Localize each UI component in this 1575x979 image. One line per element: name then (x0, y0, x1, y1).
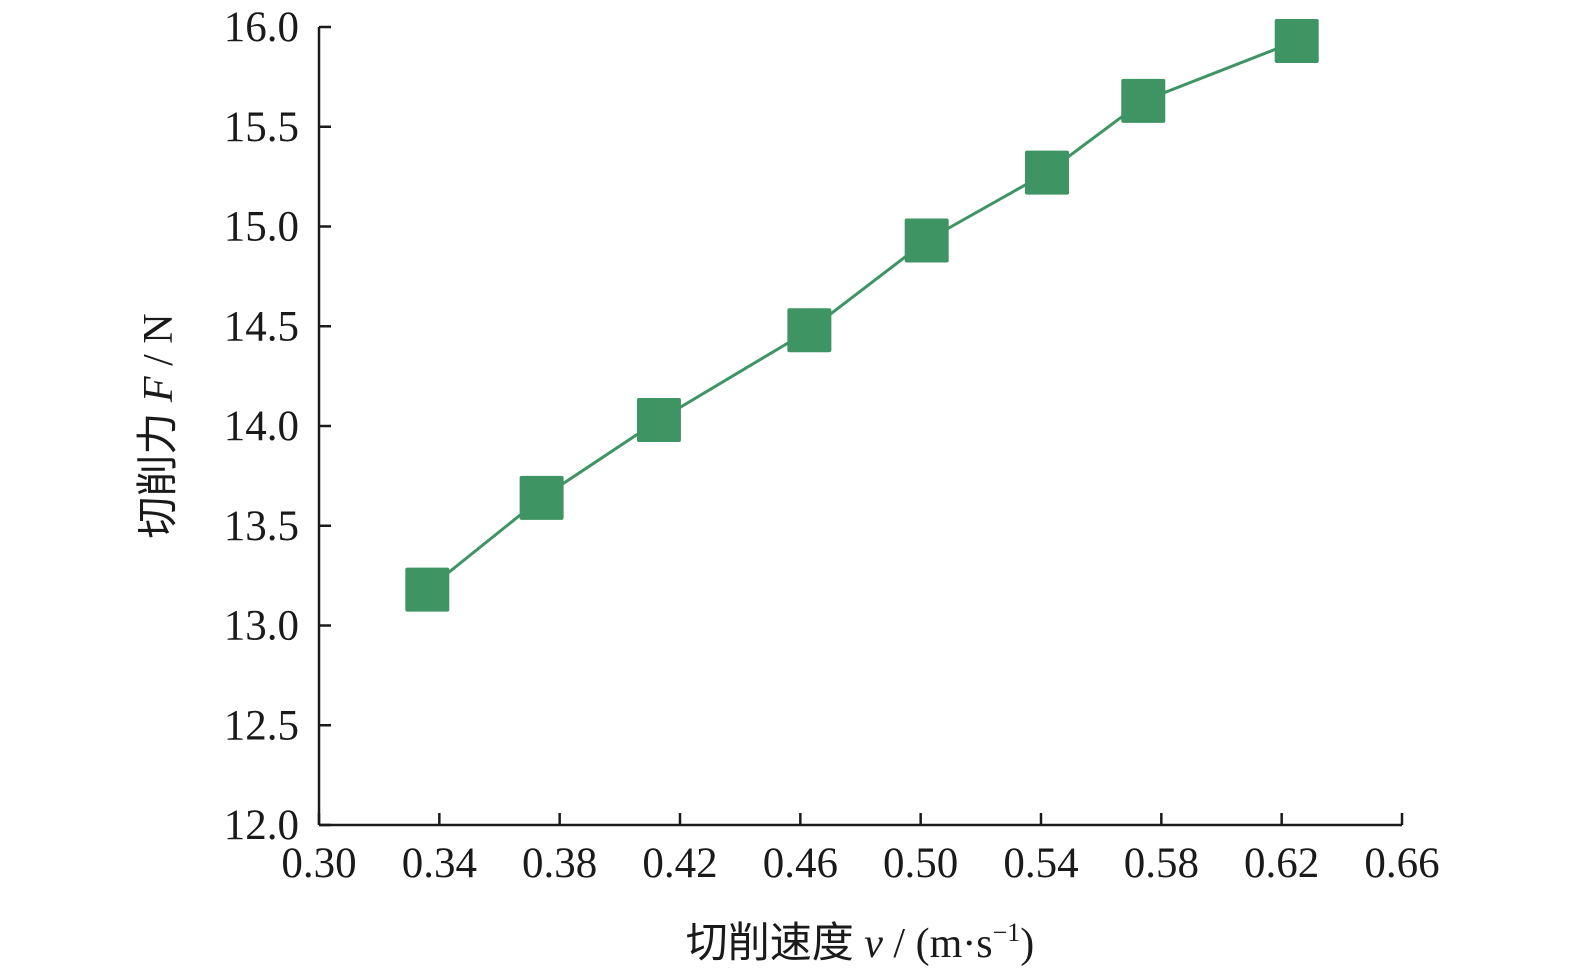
data-point-marker (904, 218, 949, 263)
series-layer (405, 18, 1319, 612)
x-axis-title-superscript: −1 (993, 918, 1021, 947)
data-point-marker (405, 567, 450, 612)
data-point-marker (636, 398, 681, 443)
y-axis-title-prefix: 切削力 (136, 402, 182, 539)
y-tick-label: 12.0 (224, 802, 299, 849)
data-point-marker (1274, 18, 1319, 63)
x-axis-title-prefix: 切削速度 (686, 921, 865, 967)
x-tick-label: 0.50 (883, 840, 958, 887)
x-tick-label: 0.42 (642, 840, 717, 887)
y-axis-title: 切削力 F / N (136, 313, 182, 538)
x-tick-label: 0.38 (522, 840, 597, 887)
y-tick-label: 14.0 (224, 403, 299, 450)
y-axis-title-variable: F (136, 376, 182, 403)
y-tick-label: 13.5 (224, 503, 299, 550)
data-point-marker (1121, 78, 1166, 123)
x-tick-label: 0.30 (281, 840, 356, 887)
data-point-marker (519, 475, 564, 520)
x-axis-title-unit: / (m·s (883, 921, 993, 967)
y-tick-label: 15.5 (224, 104, 299, 151)
y-tick-label: 14.5 (224, 303, 299, 350)
y-tick-label: 12.5 (224, 702, 299, 749)
data-point-marker (787, 308, 832, 353)
x-tick-label: 0.54 (1003, 840, 1078, 887)
x-tick-label: 0.58 (1124, 840, 1199, 887)
x-tick-label: 0.66 (1364, 840, 1439, 887)
x-tick-label: 0.34 (402, 840, 477, 887)
x-tick-label: 0.62 (1244, 840, 1319, 887)
x-axis-ticks: 0.30 0.34 0.38 0.42 0.46 0.50 0.54 0.58 0.62 0.66 (281, 813, 1440, 887)
x-axis-title: 切削速度 v / (m·s−1) (686, 918, 1035, 967)
y-tick-label: 13.0 (224, 603, 299, 650)
y-axis-ticks: 12.0 12.5 13.0 13.5 14.0 14.5 15.0 15.5 16.0 (224, 4, 331, 849)
plot-area: 12.0 12.5 13.0 13.5 14.0 14.5 15.0 15.5 16.0 0.3… (224, 4, 1440, 887)
data-point-marker (1025, 150, 1070, 195)
y-tick-label: 16.0 (224, 4, 299, 51)
x-axis-title-variable: v (864, 921, 883, 967)
y-tick-label: 15.0 (224, 204, 299, 251)
x-axis-title-close: ) (1020, 921, 1034, 967)
x-tick-label: 0.46 (763, 840, 838, 887)
y-axis-title-unit: / N (136, 313, 182, 376)
